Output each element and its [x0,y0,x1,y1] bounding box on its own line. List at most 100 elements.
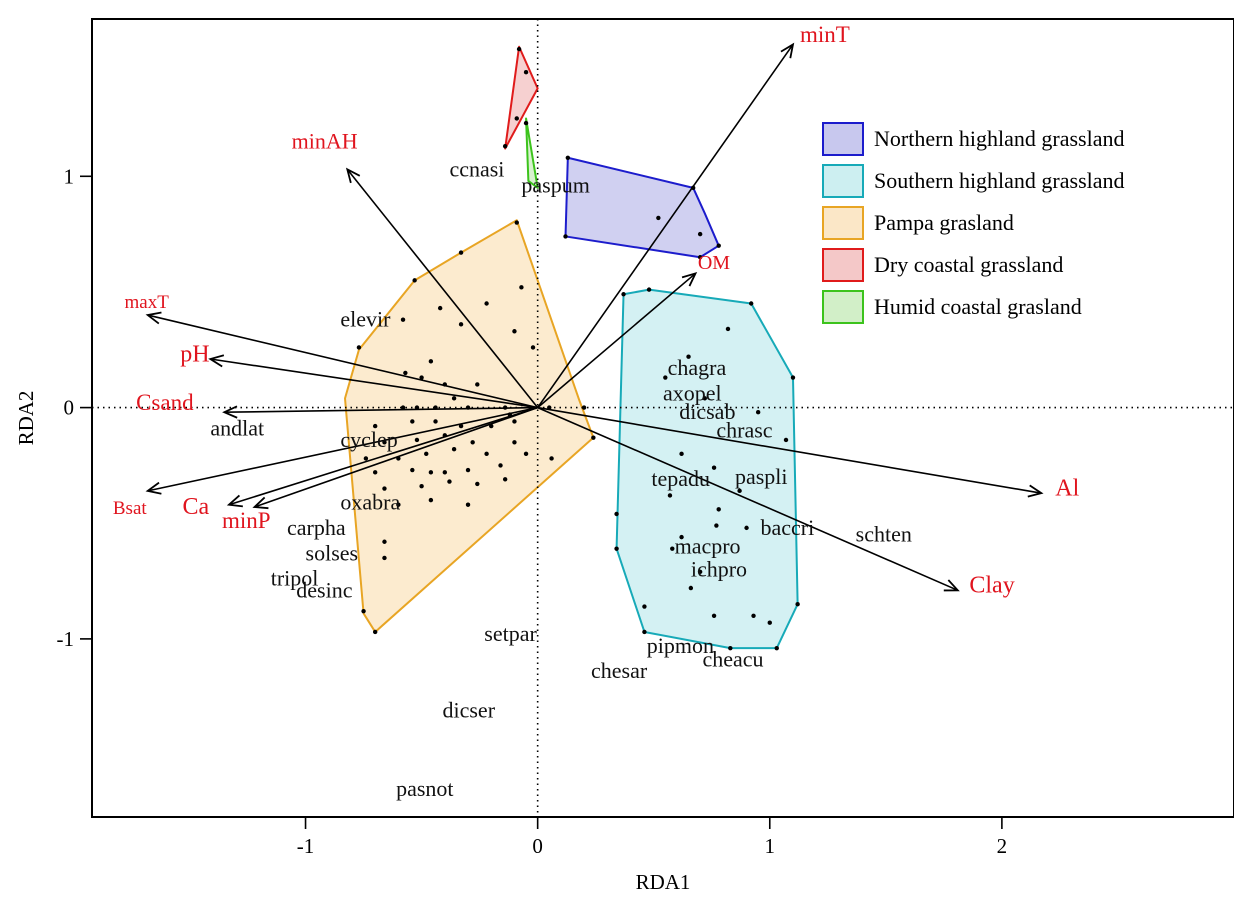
site-point [400,317,406,322]
species-label: solses [306,540,359,565]
site-point [783,437,789,443]
legend-label: Pampa grasland [874,210,1014,235]
site-point [774,645,779,651]
species-label: tripol [271,566,319,591]
site-point [442,470,448,475]
site-point [502,477,508,482]
site-points [356,46,800,651]
site-point [530,345,536,350]
species-label: ccnasi [449,156,504,181]
species-label: chrasc [716,418,772,443]
site-point [475,382,480,387]
species-label: pasnot [396,776,453,801]
site-point [697,569,703,575]
vector-maxt [147,314,538,409]
site-point [451,396,457,401]
site-point [424,451,429,457]
site-point [465,467,471,473]
species-label: carpha [287,515,346,540]
site-point [795,602,800,607]
site-point [749,301,754,306]
y-axis-label: RDA2 [14,391,38,446]
species-label: cyclep [340,427,397,452]
vector-label-csand: Csand [136,390,194,415]
site-point [465,502,471,507]
x-axis-label: RDA1 [636,870,691,894]
site-point [403,370,408,376]
site-point [523,70,529,75]
site-point [614,511,619,517]
site-point [737,488,742,494]
plot-frame [91,18,1234,818]
site-point [614,546,619,551]
site-point [711,613,717,618]
species-label: schten [856,522,912,547]
species-label: baccri [760,515,814,540]
legend-label: Southern highland grassland [874,168,1125,193]
species-label: ichpro [691,556,747,581]
hull-southern-highland-grassland [615,288,799,650]
vector-mint [537,43,794,409]
species-label: axopel [663,381,722,406]
site-point [498,463,503,468]
site-point [728,645,733,651]
site-point [458,250,464,255]
site-point [451,447,457,452]
site-point [646,287,652,292]
y-tick-label: 1 [64,164,75,188]
vector-arrowhead [145,311,162,325]
site-point [447,479,452,484]
site-point [716,507,721,512]
site-point [621,292,626,297]
species-label: chagra [668,355,727,380]
species-label: tepadu [651,466,710,491]
species-label: setpar [484,621,537,646]
vector-om [537,272,697,409]
site-point [512,440,517,445]
vector-arrowhead [345,167,361,184]
species-label: dicsab [679,399,735,424]
site-point [642,604,647,609]
species-label: paspum [521,172,589,197]
site-point [790,375,796,380]
site-point [663,375,668,380]
vector-al [537,406,1042,494]
site-point [410,467,415,473]
site-point [767,620,772,625]
species-labels: ccnasi paspum elevir chagraaxopeldicsabchra… [210,156,911,801]
site-point [419,375,424,380]
site-point [523,451,529,457]
vector-label-minp: minP [222,508,271,533]
site-point [484,451,489,457]
site-point [372,629,378,635]
site-point [502,144,508,149]
vector-arrowhead [943,579,960,592]
species-label: desinc [296,577,352,602]
species-label: macpro [675,533,741,558]
x-tick-label: 0 [532,834,543,858]
site-point [591,435,596,440]
site-point [563,234,568,239]
species-label: dicser [442,698,495,723]
site-point [372,423,378,429]
vector-arrowhead [252,496,269,510]
site-point [697,255,703,260]
site-point [361,608,366,614]
x-tick-label: 1 [765,834,776,858]
vector-clay [537,406,959,592]
vector-label-minah: minAH [292,129,358,154]
vector-csand [224,406,538,414]
site-point [512,419,517,424]
site-point [484,301,489,306]
site-point [396,502,401,507]
site-point [514,220,519,225]
vector-label-clay: Clay [969,573,1014,599]
zero-reference-lines [92,19,1234,817]
site-point [372,470,378,475]
site-point [410,419,415,424]
site-point [382,539,387,544]
site-point [516,46,522,52]
x-tick-label: 2 [997,834,1008,858]
